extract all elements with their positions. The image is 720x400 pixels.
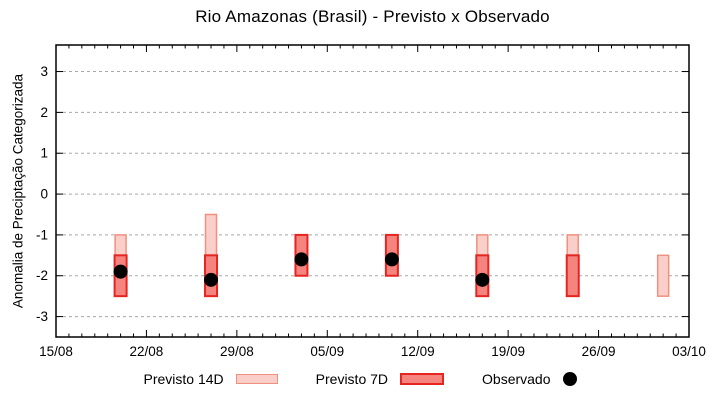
legend-item-previsto-7d: Previsto 7D — [315, 371, 445, 387]
x-tick-label: 19/09 — [491, 344, 525, 359]
y-tick-label: 2 — [40, 105, 48, 120]
y-tick-label: -2 — [36, 268, 48, 283]
x-tick-label: 15/08 — [39, 344, 73, 359]
forecast-14d-bar — [656, 254, 670, 297]
x-tick-label: 12/09 — [401, 344, 435, 359]
x-tick-label: 03/10 — [672, 344, 706, 359]
x-tick-label: 22/08 — [130, 344, 164, 359]
x-tick-label: 26/09 — [582, 344, 616, 359]
legend-label-observado: Observado — [482, 371, 551, 387]
legend-item-observado: Observado — [482, 371, 577, 387]
legend-swatch-previsto-14d-icon — [235, 374, 278, 384]
forecast-7d-bar — [565, 254, 580, 298]
y-tick-label: -3 — [36, 309, 48, 324]
y-tick-label: 0 — [40, 187, 48, 202]
legend-item-previsto-14d: Previsto 14D — [144, 371, 278, 387]
y-tick-label: 1 — [40, 146, 48, 161]
observed-dot — [204, 272, 219, 287]
plot-border — [55, 44, 690, 338]
legend: Previsto 14D Previsto 7D Observado — [0, 371, 720, 387]
legend-label-previsto-14d: Previsto 14D — [143, 371, 224, 387]
chart-title: Rio Amazonas (Brasil) - Previsto x Obser… — [195, 7, 550, 26]
x-tick-label: 05/09 — [310, 344, 344, 359]
legend-swatch-previsto-7d-icon — [400, 373, 445, 385]
legend-label-previsto-7d: Previsto 7D — [315, 371, 389, 387]
observed-dot — [384, 252, 399, 267]
observed-dot — [113, 264, 128, 279]
legend-marker-observado-icon — [562, 372, 577, 386]
y-tick-label: 3 — [40, 64, 48, 79]
y-tick-label: -1 — [36, 227, 48, 242]
observed-dot — [475, 272, 490, 287]
x-tick-label: 29/08 — [220, 344, 254, 359]
observed-dot — [294, 252, 309, 267]
